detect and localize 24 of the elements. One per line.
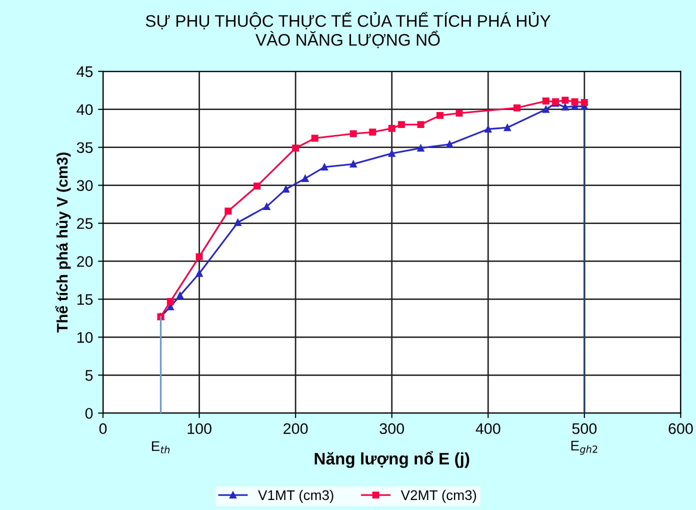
y-tick-label: 40 xyxy=(76,104,93,116)
x-tick-label: 600 xyxy=(668,423,693,434)
x-tick-label: 100 xyxy=(188,423,212,434)
legend-label: V2MT (cm3) xyxy=(400,490,476,503)
annotation: E$_{gh2}$ xyxy=(571,440,598,455)
x-tick-label: 400 xyxy=(476,423,500,434)
chart-title: SỰ PHỤ THUỘC THỰC TẾ CỦA THỂ TÍCH PHÁ HỦY VÀO NĂNG LƯỢNG NỔ xyxy=(146,12,550,48)
y-tick-label: 45 xyxy=(76,66,93,78)
y-tick-label: 0 xyxy=(85,408,93,419)
y-tick-label: 15 xyxy=(77,294,93,305)
y-tick-label: 25 xyxy=(77,218,93,229)
y-tick-label: 35 xyxy=(76,142,93,154)
y-tick-label: 20 xyxy=(77,256,93,267)
y-tick-label: 10 xyxy=(77,332,93,343)
y-tick-label: 5 xyxy=(85,370,93,381)
y-tick-label: 30 xyxy=(76,180,93,191)
y-axis-title: Thể tích phá hủy V (cm3) xyxy=(55,152,71,332)
x-tick-label: 300 xyxy=(380,423,404,434)
x-tick-label: 0 xyxy=(99,423,107,434)
x-axis-title: Năng lượng nổ E (j) xyxy=(314,450,470,468)
x-tick-label: 500 xyxy=(572,423,597,434)
x-tick-label: 200 xyxy=(284,423,308,434)
annotation: E$_{th}$ xyxy=(152,441,170,454)
legend-label: V1MT (cm3) xyxy=(258,490,334,503)
